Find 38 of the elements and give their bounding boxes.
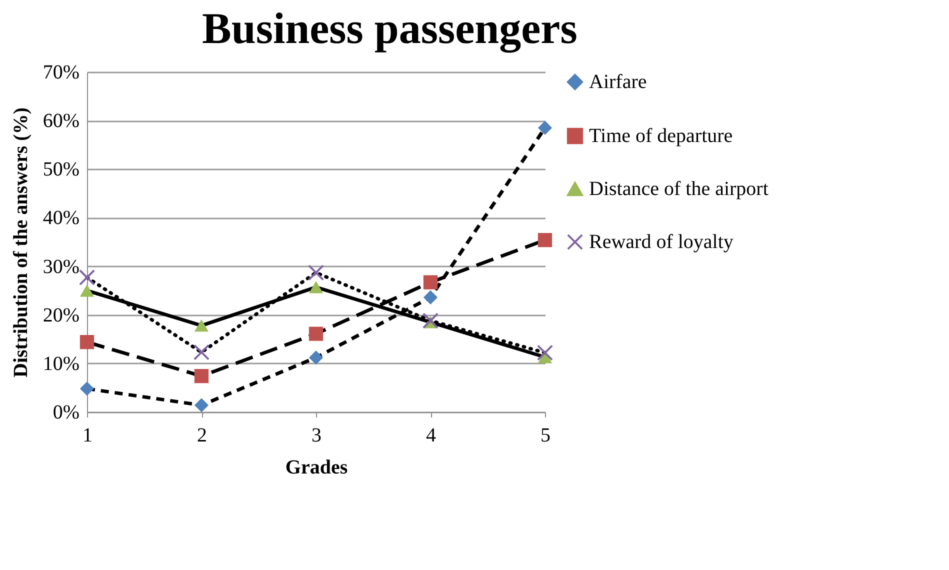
point: [536, 344, 554, 361]
y-tick-label: 0%: [52, 402, 80, 424]
legend-label: Airfare: [589, 71, 647, 93]
point: [80, 334, 94, 350]
y-tick-label: 10%: [42, 352, 80, 375]
point: [78, 269, 96, 286]
y-tick-label: 40%: [42, 207, 80, 230]
point: [423, 275, 438, 290]
chart-title: Business passengers: [202, 4, 578, 53]
legend-label: Time of departure: [589, 125, 733, 147]
y-tick-label: 70%: [42, 62, 80, 84]
point: [538, 232, 552, 248]
x-tick-label: 1: [82, 424, 92, 446]
y-tick-label: 50%: [42, 158, 80, 181]
point: [308, 350, 324, 365]
legend-label: Distance of the airport: [589, 178, 769, 200]
point: [193, 344, 210, 360]
x-tick-label: 2: [197, 424, 207, 446]
point: [194, 398, 209, 412]
point: [422, 312, 439, 329]
legend-label: Reward of loyalty: [589, 231, 734, 253]
x-axis-title: Grades: [285, 456, 348, 478]
point: [308, 326, 324, 341]
y-tick-label: 30%: [42, 256, 80, 278]
y-tick-label: 60%: [42, 110, 80, 132]
point: [308, 264, 324, 281]
point: [80, 382, 94, 396]
y-tick-label: 20%: [42, 304, 80, 326]
x-tick-label: 3: [312, 424, 322, 446]
point: [308, 281, 324, 294]
point: [194, 368, 209, 384]
point: [538, 120, 552, 135]
point: [80, 284, 94, 297]
point: [423, 290, 438, 304]
x-tick-label: 4: [426, 424, 436, 446]
point: [194, 319, 209, 332]
y-axis-title: Distribution of the answers (%): [10, 108, 32, 378]
x-tick-label: 5: [540, 424, 550, 446]
